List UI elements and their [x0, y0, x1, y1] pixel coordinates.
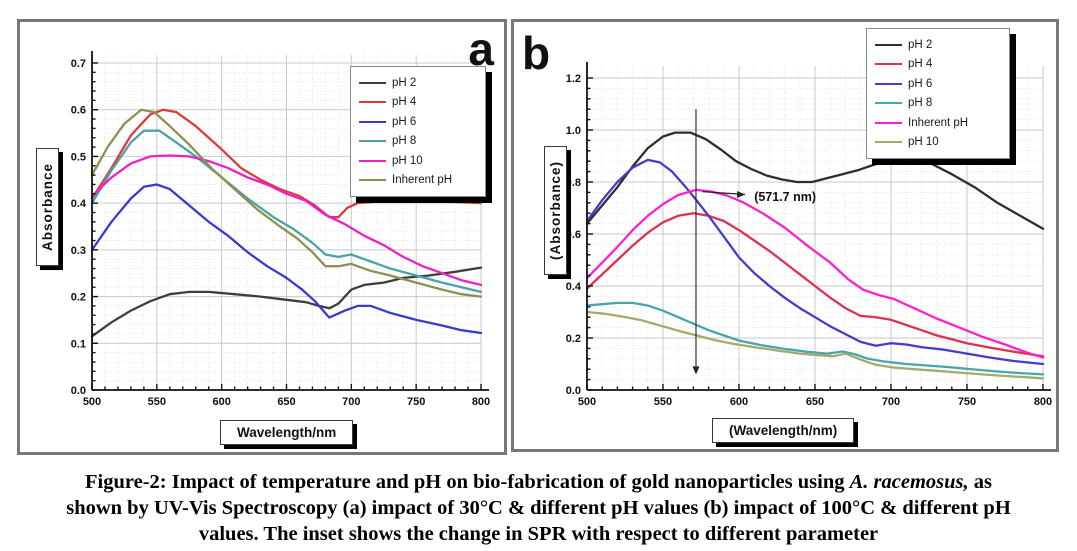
legend-line-sample [875, 63, 902, 66]
legend-item-ph-6: pH 6 [359, 112, 475, 132]
y-tick-label: 0.0 [71, 385, 86, 397]
panel-a-y-axis-label: Absorbance [36, 148, 59, 267]
caption-line-1: Figure-2: Impact of temperature and pH o… [0, 469, 1077, 495]
x-tick-label: 550 [148, 396, 166, 408]
panel-b-y-axis-label: (Absorbance) [544, 146, 567, 276]
y-tick-label: 0.6 [566, 229, 581, 241]
legend-label: Inherent pH [392, 174, 453, 187]
series-line-ph-2 [90, 266, 483, 338]
y-tick-label: 0.4 [71, 198, 87, 210]
spr-vertical-arrowhead [692, 366, 700, 375]
series-line-ph-8 [90, 129, 483, 294]
panel-chart-a: 500 550 600 650 700 750 800 0.0 0.1 0.2 0.3 0.4 0.5 0… [17, 19, 507, 455]
legend-label: pH 2 [392, 76, 417, 89]
x-tick-label: 700 [882, 396, 900, 408]
caption-line-3: values. The inset shows the change in SP… [198, 523, 879, 545]
legend-line-sample [875, 82, 902, 85]
x-tick-label: 500 [578, 396, 596, 408]
panel-b-x-axis-label: (Wavelength/nm) [712, 418, 855, 443]
x-tick-label: 750 [958, 396, 976, 408]
x-tick-label: 500 [83, 396, 101, 408]
y-tick-label: 0.1 [71, 338, 86, 350]
legend-label: pH 10 [392, 154, 423, 167]
legend-line-sample [359, 179, 386, 182]
y-tick-label: 0.4 [566, 281, 582, 293]
legend-label: pH 8 [392, 135, 417, 148]
y-tick-label: 0.0 [566, 385, 581, 397]
legend-line-sample [359, 101, 386, 104]
legend-label: pH 6 [392, 115, 417, 128]
legend-line-sample [359, 140, 386, 143]
series-line-ph-6 [585, 158, 1045, 366]
y-tick-label: 0.6 [71, 105, 86, 117]
spr-annotation-label: (571.7 nm) [754, 190, 816, 204]
legend-item-ph-2: pH 2 [359, 73, 475, 93]
series-line-ph-6 [90, 183, 483, 335]
series-line-ph-10 [585, 310, 1045, 380]
caption-line-1-suffix: as [968, 471, 992, 493]
series-line-ph-4 [585, 212, 1045, 358]
legend-line-sample [875, 102, 902, 105]
y-tick-label: 1.2 [566, 73, 581, 85]
chart-b-canvas: 500 550 600 650 700 750 800 0.0 0.2 0.4 0.6 0.8 1.0 1… [566, 62, 1052, 408]
y-tick-label: 0.5 [71, 151, 86, 163]
x-tick-label: 600 [212, 396, 230, 408]
legend-item-ph-10: pH 10 [875, 133, 999, 153]
legend-item-inherent-ph: Inherent pH [875, 113, 999, 133]
panel-a-legend: pH 2 pH 4 pH 6 pH 8 pH 10 Inherent pH [350, 66, 486, 197]
x-tick-label: 800 [1034, 396, 1052, 408]
caption-line-1-prefix: Figure-2: Impact of temperature and pH o… [85, 471, 850, 493]
legend-line-sample [359, 159, 386, 162]
series-line-inherent-ph [585, 188, 1045, 359]
x-tick-label: 550 [654, 396, 672, 408]
series-line-ph-8 [585, 301, 1045, 376]
y-tick-label: 0.8 [566, 177, 581, 189]
panel-chart-b: 500 550 600 650 700 750 800 0.0 0.2 0.4 0.6 0.8 1.0 1… [511, 19, 1059, 452]
series-line-inherent-ph [90, 108, 483, 298]
legend-label: pH 10 [908, 136, 939, 149]
y-tick-label: 0.3 [71, 245, 86, 257]
caption-species-italic: A. racemosus, [849, 471, 969, 493]
legend-line-sample [875, 43, 902, 46]
legend-item-ph-8: pH 8 [359, 132, 475, 152]
legend-line-sample [875, 121, 902, 124]
x-tick-label: 800 [472, 396, 490, 408]
legend-label: pH 2 [908, 38, 933, 51]
panel-b-letter: b [522, 27, 551, 79]
spr-callout-arrowhead [737, 190, 746, 198]
y-tick-label: 0.7 [71, 58, 86, 70]
legend-line-sample [359, 120, 386, 123]
legend-label: Inherent pH [908, 116, 969, 129]
caption-line-2: shown by UV-Vis Spectroscopy (a) impact … [66, 497, 1011, 519]
legend-line-sample [359, 81, 386, 84]
y-tick-label: 0.2 [71, 292, 86, 304]
panel-a-x-axis-label: Wavelength/nm [220, 420, 354, 445]
legend-label: pH 8 [908, 97, 933, 110]
x-tick-label: 700 [342, 396, 360, 408]
series-line-ph-10 [90, 154, 483, 287]
legend-label: pH 6 [908, 77, 933, 90]
y-tick-label: 1.0 [566, 125, 581, 137]
legend-item-ph-6: pH 6 [875, 74, 999, 94]
series-line-ph-4 [90, 108, 483, 219]
legend-item-ph-8: pH 8 [875, 94, 999, 114]
legend-item-inherent-ph: Inherent pH [359, 171, 475, 191]
legend-item-ph-10: pH 10 [359, 151, 475, 171]
legend-line-sample [875, 141, 902, 144]
legend-item-ph-4: pH 4 [359, 93, 475, 113]
x-tick-label: 750 [407, 396, 425, 408]
panel-a-letter: a [468, 23, 494, 75]
panel-b-legend: pH 2 pH 4 pH 6 pH 8 Inherent pH pH 10 [866, 28, 1010, 159]
legend-item-ph-4: pH 4 [875, 55, 999, 75]
legend-label: pH 4 [392, 96, 417, 109]
series-line-ph-2 [585, 131, 1045, 230]
legend-label: pH 4 [908, 58, 933, 71]
x-tick-label: 600 [730, 396, 748, 408]
legend-item-ph-2: pH 2 [875, 35, 999, 55]
y-tick-label: 0.2 [566, 333, 581, 345]
x-tick-label: 650 [806, 396, 824, 408]
figure-caption: Figure-2: Impact of temperature and pH o… [0, 469, 1077, 547]
x-tick-label: 650 [277, 396, 295, 408]
